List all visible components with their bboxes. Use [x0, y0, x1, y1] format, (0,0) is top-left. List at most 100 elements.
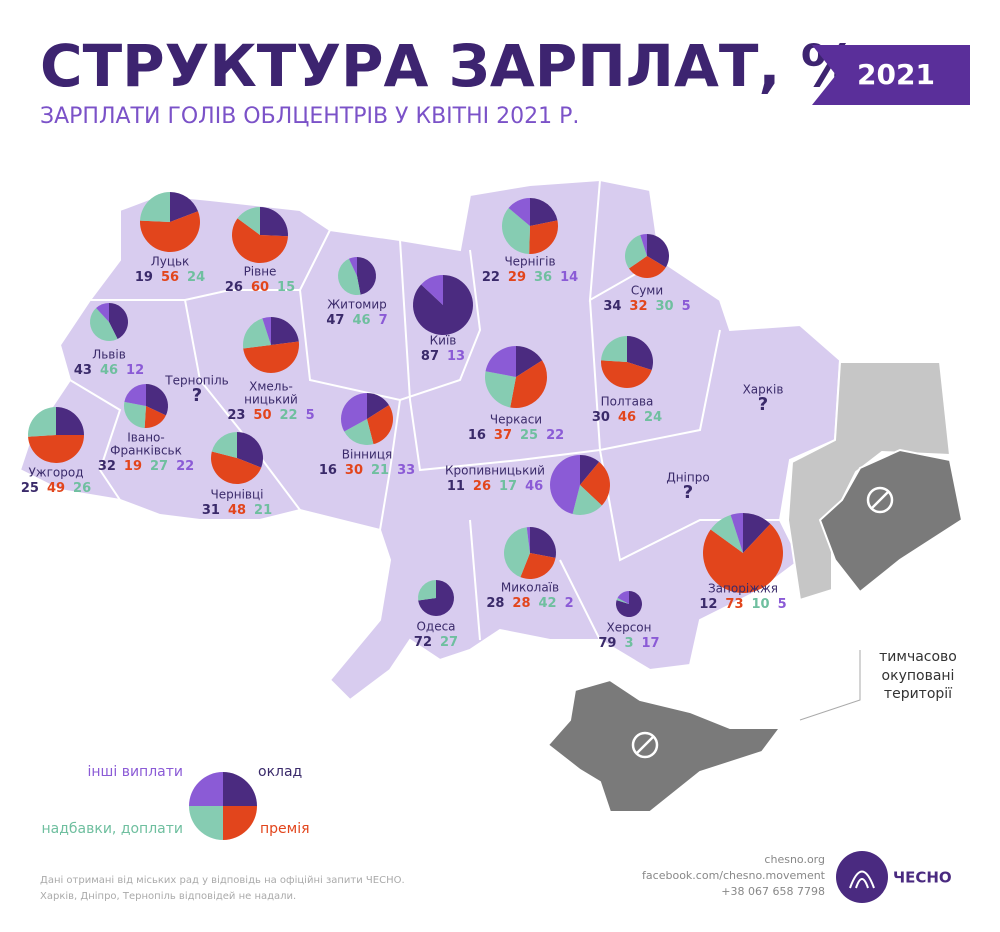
pie-slice [601, 360, 652, 388]
region-borders [69, 179, 790, 641]
value-label: 2 [565, 596, 574, 611]
value-label: 29 [508, 270, 526, 285]
pie-slice [627, 336, 653, 371]
city-values: 11 26 17 46 [447, 479, 543, 494]
contact: +38 067 658 7798 [721, 885, 825, 898]
value-label: 46 [525, 479, 543, 494]
logo-mark [849, 870, 875, 889]
value-label: 7 [379, 313, 388, 328]
value-label: 22 [176, 459, 194, 474]
pie-slice [580, 461, 611, 506]
city-values: 31 48 21 [202, 503, 272, 518]
no-data: ? [683, 482, 693, 503]
city-name: Вінниця [342, 448, 392, 462]
value-label: 16 [319, 463, 337, 478]
city-name: Київ [430, 334, 457, 348]
value-label: 25 [21, 481, 39, 496]
value-label: 22 [280, 408, 298, 423]
pie-slice [647, 234, 669, 268]
occupied-crimea [546, 678, 782, 813]
city-name: Ужгород [28, 466, 83, 480]
pie-slice [617, 591, 629, 604]
value-label: 34 [603, 299, 621, 314]
pie-slice [421, 275, 443, 305]
city-values: 16 37 25 22 [468, 428, 564, 443]
legend-swatch [189, 772, 223, 806]
value-label: 21 [254, 503, 272, 518]
title: СТРУКТУРА ЗАРПЛАТ, % [40, 32, 859, 100]
pie-slice [550, 455, 580, 515]
city-name: Чернігів [504, 255, 555, 269]
city-name: Миколаїв [501, 581, 559, 595]
year: 2021 [857, 58, 935, 91]
city-name: Суми [631, 284, 663, 298]
subtitle: ЗАРПЛАТИ ГОЛІВ ОБЛЦЕНТРІВ У КВІТНІ 2021 … [40, 104, 579, 129]
pie-slice [367, 393, 389, 419]
pie-slice [580, 455, 600, 485]
value-label: 32 [98, 459, 116, 474]
city-name: Тернопіль [164, 374, 228, 388]
pie-slice [260, 207, 288, 237]
footnote: Харків, Дніпро, Тернопіль відповідей не … [40, 890, 296, 902]
legend-label: надбавки, доплати [41, 821, 183, 837]
pie-slice [243, 318, 271, 349]
value-label: 72 [414, 635, 432, 650]
pie-slice [28, 407, 56, 437]
city-name: Кропивницький [445, 464, 545, 478]
value-label: 42 [539, 596, 557, 611]
value-label: 30 [345, 463, 363, 478]
city-name: Чернівці [211, 488, 264, 502]
value-label: 46 [352, 313, 370, 328]
pie-slice [730, 513, 743, 553]
pie-slice [146, 384, 168, 416]
city-name: Рівне [244, 265, 277, 279]
value-label: 12 [699, 597, 717, 612]
occupied-label: окуповані [882, 668, 955, 684]
value-label: 26 [473, 479, 491, 494]
value-label: 16 [468, 428, 486, 443]
value-label: 50 [253, 408, 271, 423]
city-values: 28 28 42 2 [486, 596, 573, 611]
value-label: 25 [520, 428, 538, 443]
value-label: 87 [421, 349, 439, 364]
pie-slice [96, 303, 109, 322]
city-values: 26 60 15 [225, 280, 295, 295]
value-label: 46 [100, 363, 118, 378]
pie-slice [640, 234, 647, 256]
value-label: 31 [202, 503, 220, 518]
logo-text: ЧЕСНО [893, 869, 952, 887]
pie-slice [516, 346, 543, 377]
city-name: Львів [92, 348, 126, 362]
value-label: 56 [161, 270, 179, 285]
value-label: 33 [397, 463, 415, 478]
occupied-label: тимчасово [879, 649, 957, 665]
pie-slice [503, 527, 530, 578]
no-data: ? [758, 394, 768, 415]
city-name: Запоріжжя [708, 582, 778, 596]
pie-slice [501, 207, 530, 254]
pie-slice [743, 513, 771, 553]
value-label: 36 [534, 270, 552, 285]
city-values: 72 27 [414, 635, 458, 650]
pie-slice [418, 580, 436, 601]
occupied-east [818, 448, 964, 594]
city-values: 25 49 26 [21, 481, 91, 496]
pie-slice [710, 514, 743, 553]
city-values: 79 3 17 [598, 636, 659, 651]
pie-slice [337, 258, 361, 295]
leader-line [799, 650, 861, 721]
pie-slice [140, 192, 170, 222]
pie-slice [28, 435, 84, 464]
city-values: 16 30 21 33 [319, 463, 415, 478]
pie-slice [340, 393, 367, 432]
city-values: 23 50 22 5 [227, 408, 314, 423]
pie-slice [211, 451, 262, 484]
value-label: 3 [624, 636, 633, 651]
pie-slice [90, 308, 118, 341]
city-values: 87 13 [421, 349, 465, 364]
city-values: 32 19 27 22 [98, 459, 194, 474]
occupied-label: території [884, 686, 952, 702]
pie-slice [170, 192, 199, 222]
value-label: 30 [656, 299, 674, 314]
pie-slice [418, 580, 454, 616]
